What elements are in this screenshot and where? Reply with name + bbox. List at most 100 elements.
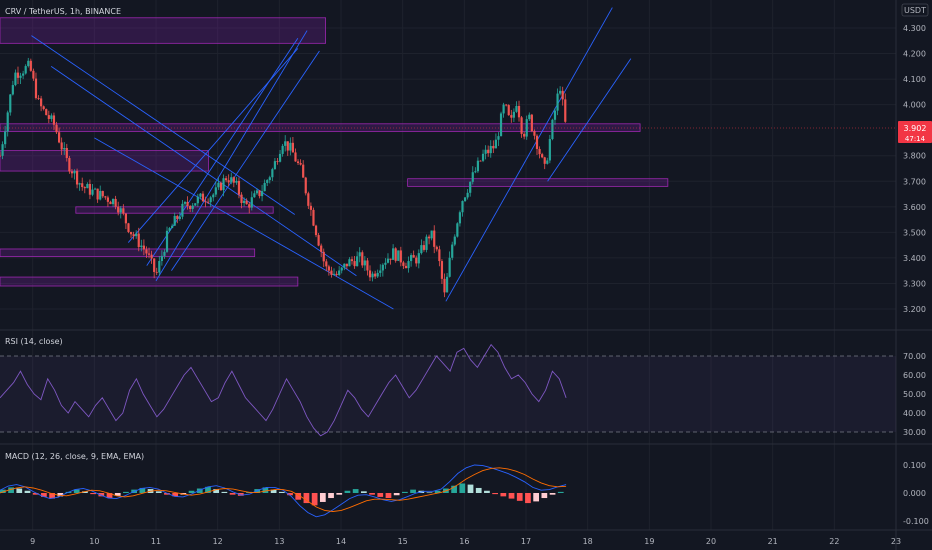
candle-body bbox=[525, 119, 528, 137]
macd-bar bbox=[451, 485, 457, 493]
price-zone[interactable] bbox=[0, 276, 299, 287]
trendline[interactable] bbox=[445, 7, 613, 302]
macd-bar bbox=[16, 488, 23, 493]
candle-body bbox=[140, 245, 143, 248]
candle-body bbox=[528, 114, 531, 120]
price-zone[interactable] bbox=[0, 150, 209, 172]
candle-body bbox=[88, 183, 92, 195]
macd-title[interactable]: MACD (12, 26, close, 9, EMA, EMA) bbox=[5, 452, 144, 461]
price-tick-label: 3.400 bbox=[903, 254, 926, 263]
price-zone[interactable] bbox=[0, 248, 256, 258]
candle-body bbox=[535, 135, 539, 149]
chart-title[interactable]: CRV / TetherUS, 1h, BINANCE bbox=[5, 7, 121, 16]
candle-body bbox=[317, 235, 320, 246]
candle-body bbox=[32, 70, 35, 79]
candle-body bbox=[106, 197, 110, 202]
candle-body bbox=[422, 245, 426, 250]
price-zone[interactable] bbox=[0, 17, 326, 44]
price-zone[interactable] bbox=[407, 178, 669, 187]
trendline[interactable] bbox=[171, 50, 320, 271]
candle-body bbox=[517, 105, 521, 118]
time-tick-label: 15 bbox=[398, 537, 408, 546]
candle-body bbox=[204, 201, 207, 203]
candle-body bbox=[314, 225, 318, 236]
price-zone[interactable] bbox=[75, 206, 274, 214]
macd-bar bbox=[196, 488, 203, 493]
macd-line bbox=[0, 464, 567, 518]
price-zone[interactable] bbox=[0, 123, 641, 132]
trendline[interactable] bbox=[94, 137, 394, 310]
trendline[interactable] bbox=[50, 65, 357, 277]
candle-body bbox=[75, 170, 79, 185]
candle-body bbox=[189, 205, 192, 209]
candle-body bbox=[507, 105, 510, 116]
macd-bar bbox=[311, 493, 318, 506]
rsi-axis[interactable]: 70.00 60.00 50.00 40.00 30.00 bbox=[903, 352, 926, 437]
macd-bar bbox=[155, 491, 162, 493]
candle-body bbox=[242, 200, 246, 203]
rsi-title[interactable]: RSI (14, close) bbox=[5, 337, 63, 346]
macd-bar bbox=[106, 493, 113, 499]
currency-unit-label: USDT bbox=[904, 6, 926, 15]
candle-body bbox=[479, 160, 482, 162]
candle-body bbox=[42, 106, 45, 110]
candle-body bbox=[425, 236, 428, 250]
candle-body bbox=[117, 206, 120, 213]
time-tick-label: 16 bbox=[459, 537, 469, 546]
candle-body bbox=[253, 193, 256, 198]
support-resistance-zones[interactable] bbox=[0, 17, 669, 287]
candle-body bbox=[389, 258, 392, 260]
candle-body bbox=[201, 193, 205, 202]
currency-unit-box[interactable] bbox=[901, 3, 929, 17]
candle-body bbox=[438, 249, 441, 262]
time-tick-label: 13 bbox=[274, 537, 284, 546]
candle-body bbox=[481, 153, 485, 161]
macd-bar bbox=[8, 487, 14, 493]
candle-body bbox=[546, 160, 549, 164]
trendline[interactable] bbox=[31, 35, 296, 215]
time-tick-label: 14 bbox=[336, 537, 346, 546]
price-axis[interactable]: 4.300 4.200 4.100 4.000 3.800 3.700 3.600 3.500… bbox=[903, 24, 926, 314]
macd-bar bbox=[549, 493, 556, 495]
candle-body bbox=[343, 263, 346, 268]
macd-bar bbox=[525, 493, 531, 504]
macd-bar bbox=[336, 493, 343, 495]
trendline[interactable] bbox=[547, 58, 632, 182]
trendlines[interactable] bbox=[31, 7, 632, 310]
time-axis[interactable]: 9 10 11 12 13 14 15 16 17 18 19 20 21 22 23 bbox=[30, 537, 901, 546]
candle-body bbox=[135, 233, 138, 237]
macd-axis[interactable]: 0.100 0.000 -0.100 bbox=[903, 461, 929, 526]
candle-body bbox=[260, 191, 264, 197]
macd-bar bbox=[123, 491, 129, 493]
candle-body bbox=[420, 245, 423, 254]
candle-body bbox=[371, 273, 374, 278]
candle-body bbox=[392, 248, 395, 260]
time-tick-label: 10 bbox=[89, 537, 99, 546]
time-tick-label: 23 bbox=[891, 537, 901, 546]
candle-body bbox=[335, 273, 338, 276]
candle-body bbox=[548, 139, 551, 161]
candle-body bbox=[356, 256, 359, 267]
candle-body bbox=[119, 208, 122, 213]
candle-body bbox=[433, 230, 436, 247]
time-tick-label: 9 bbox=[30, 537, 35, 546]
macd-bar bbox=[516, 493, 523, 501]
macd-bar bbox=[41, 493, 47, 497]
trendline[interactable] bbox=[155, 30, 308, 282]
candle-body bbox=[402, 262, 405, 266]
macd-bar bbox=[24, 490, 31, 493]
candle-body bbox=[332, 273, 336, 275]
candle-body bbox=[322, 251, 325, 262]
macd-bar bbox=[0, 489, 6, 493]
candle-body bbox=[427, 236, 431, 239]
candle-body bbox=[160, 255, 163, 262]
candle-body bbox=[165, 230, 169, 252]
candle-body bbox=[538, 148, 541, 155]
time-tick-label: 12 bbox=[213, 537, 223, 546]
macd-bar bbox=[377, 493, 384, 497]
candle-body bbox=[1, 144, 4, 156]
candle-body bbox=[55, 124, 58, 133]
price-tick-label: 3.300 bbox=[903, 279, 926, 288]
candle-body bbox=[19, 75, 22, 78]
